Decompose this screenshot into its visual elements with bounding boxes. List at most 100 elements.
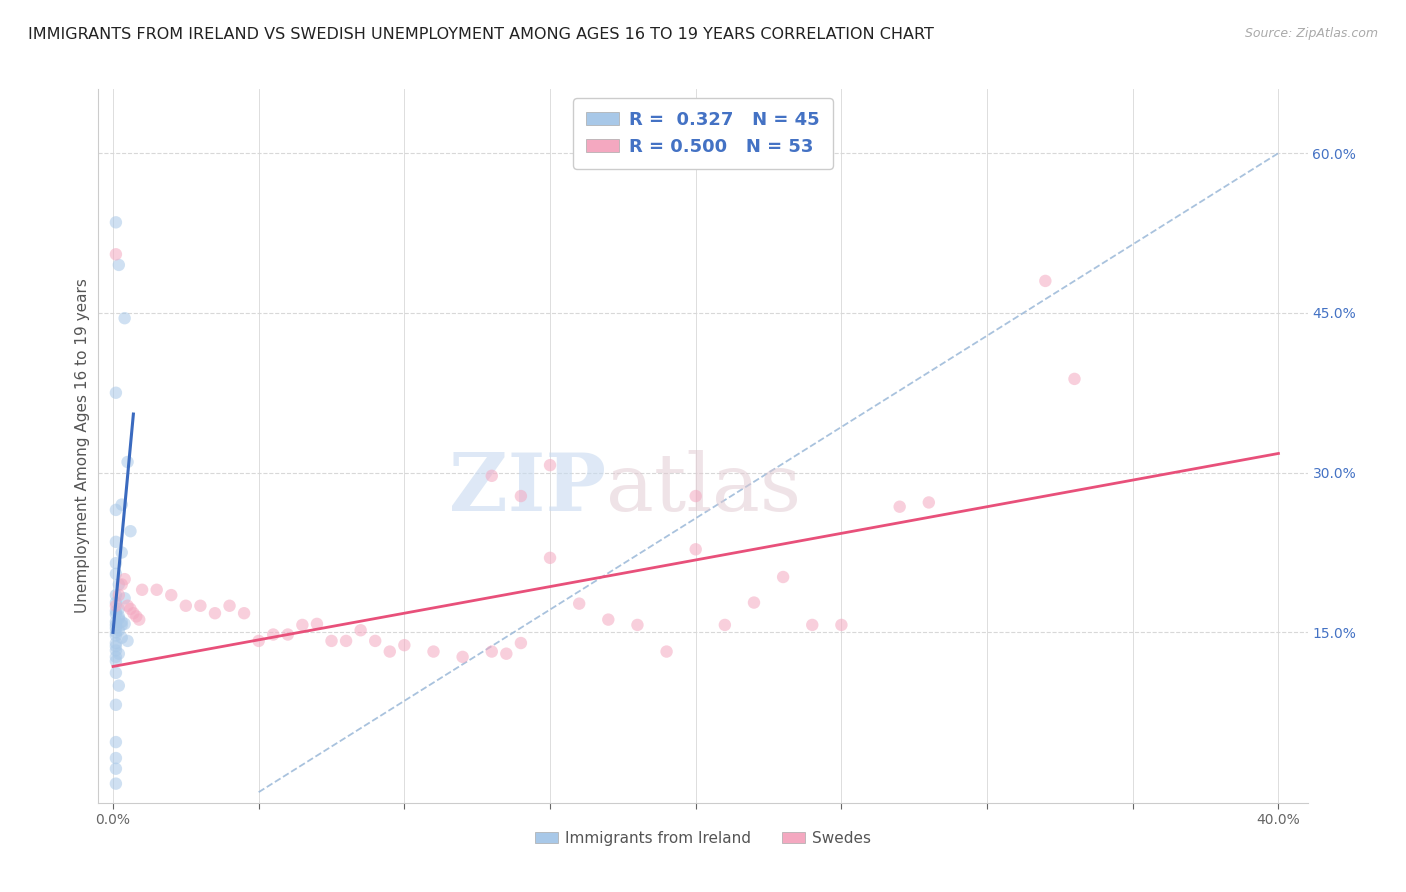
Point	[714, 618, 737, 632]
Point	[378, 644, 401, 658]
Point	[104, 639, 127, 653]
Point	[277, 627, 299, 641]
Point	[495, 647, 517, 661]
Point	[104, 596, 127, 610]
Point	[108, 609, 131, 624]
Point	[481, 468, 503, 483]
Text: IMMIGRANTS FROM IRELAND VS SWEDISH UNEMPLOYMENT AMONG AGES 16 TO 19 YEARS CORREL: IMMIGRANTS FROM IRELAND VS SWEDISH UNEMP…	[28, 27, 934, 42]
Point	[104, 607, 127, 622]
Point	[104, 556, 127, 570]
Point	[111, 618, 134, 632]
Point	[626, 618, 648, 632]
Point	[598, 613, 620, 627]
Point	[108, 679, 131, 693]
Point	[772, 570, 794, 584]
Point	[108, 624, 131, 638]
Point	[104, 604, 127, 618]
Point	[108, 588, 131, 602]
Point	[111, 631, 134, 645]
Point	[451, 649, 474, 664]
Point	[104, 698, 127, 712]
Point	[655, 644, 678, 658]
Point	[104, 777, 127, 791]
Point	[117, 599, 139, 613]
Point	[104, 247, 127, 261]
Point	[120, 524, 142, 539]
Point	[125, 609, 148, 624]
Point	[114, 591, 136, 606]
Point	[104, 588, 127, 602]
Point	[321, 634, 343, 648]
Point	[538, 550, 561, 565]
Point	[889, 500, 911, 514]
Point	[204, 606, 226, 620]
Point	[335, 634, 357, 648]
Point	[104, 534, 127, 549]
Point	[145, 582, 167, 597]
Point	[108, 611, 131, 625]
Point	[104, 599, 127, 613]
Text: atlas: atlas	[606, 450, 801, 528]
Point	[685, 542, 707, 557]
Point	[291, 618, 314, 632]
Text: ZIP: ZIP	[450, 450, 606, 528]
Point	[742, 596, 765, 610]
Point	[262, 627, 284, 641]
Point	[111, 577, 134, 591]
Point	[481, 644, 503, 658]
Text: Source: ZipAtlas.com: Source: ZipAtlas.com	[1244, 27, 1378, 40]
Point	[918, 495, 941, 509]
Point	[104, 762, 127, 776]
Point	[1033, 274, 1056, 288]
Point	[108, 647, 131, 661]
Point	[350, 624, 373, 638]
Point	[128, 613, 150, 627]
Point	[509, 489, 531, 503]
Point	[104, 636, 127, 650]
Point	[104, 621, 127, 635]
Point	[538, 458, 561, 472]
Point	[218, 599, 240, 613]
Point	[111, 545, 134, 559]
Point	[305, 616, 328, 631]
Point	[104, 566, 127, 581]
Point	[104, 751, 127, 765]
Point	[104, 385, 127, 400]
Point	[104, 618, 127, 632]
Point	[104, 625, 127, 640]
Point	[111, 498, 134, 512]
Point	[108, 258, 131, 272]
Point	[117, 455, 139, 469]
Point	[685, 489, 707, 503]
Point	[174, 599, 197, 613]
Point	[114, 616, 136, 631]
Point	[830, 618, 852, 632]
Point	[104, 643, 127, 657]
Point	[108, 602, 131, 616]
Point	[104, 615, 127, 629]
Point	[104, 503, 127, 517]
Point	[801, 618, 824, 632]
Point	[394, 638, 416, 652]
Point	[509, 636, 531, 650]
Point	[247, 634, 270, 648]
Point	[111, 615, 134, 629]
Point	[233, 606, 256, 620]
Point	[104, 654, 127, 668]
Y-axis label: Unemployment Among Ages 16 to 19 years: Unemployment Among Ages 16 to 19 years	[75, 278, 90, 614]
Legend: Immigrants from Ireland, Swedes: Immigrants from Ireland, Swedes	[529, 825, 877, 852]
Point	[104, 215, 127, 229]
Point	[104, 665, 127, 680]
Point	[114, 311, 136, 326]
Point	[122, 606, 145, 620]
Point	[104, 649, 127, 664]
Point	[160, 588, 183, 602]
Point	[120, 602, 142, 616]
Point	[104, 629, 127, 643]
Point	[117, 634, 139, 648]
Point	[131, 582, 153, 597]
Point	[190, 599, 212, 613]
Point	[108, 577, 131, 591]
Point	[422, 644, 444, 658]
Point	[114, 572, 136, 586]
